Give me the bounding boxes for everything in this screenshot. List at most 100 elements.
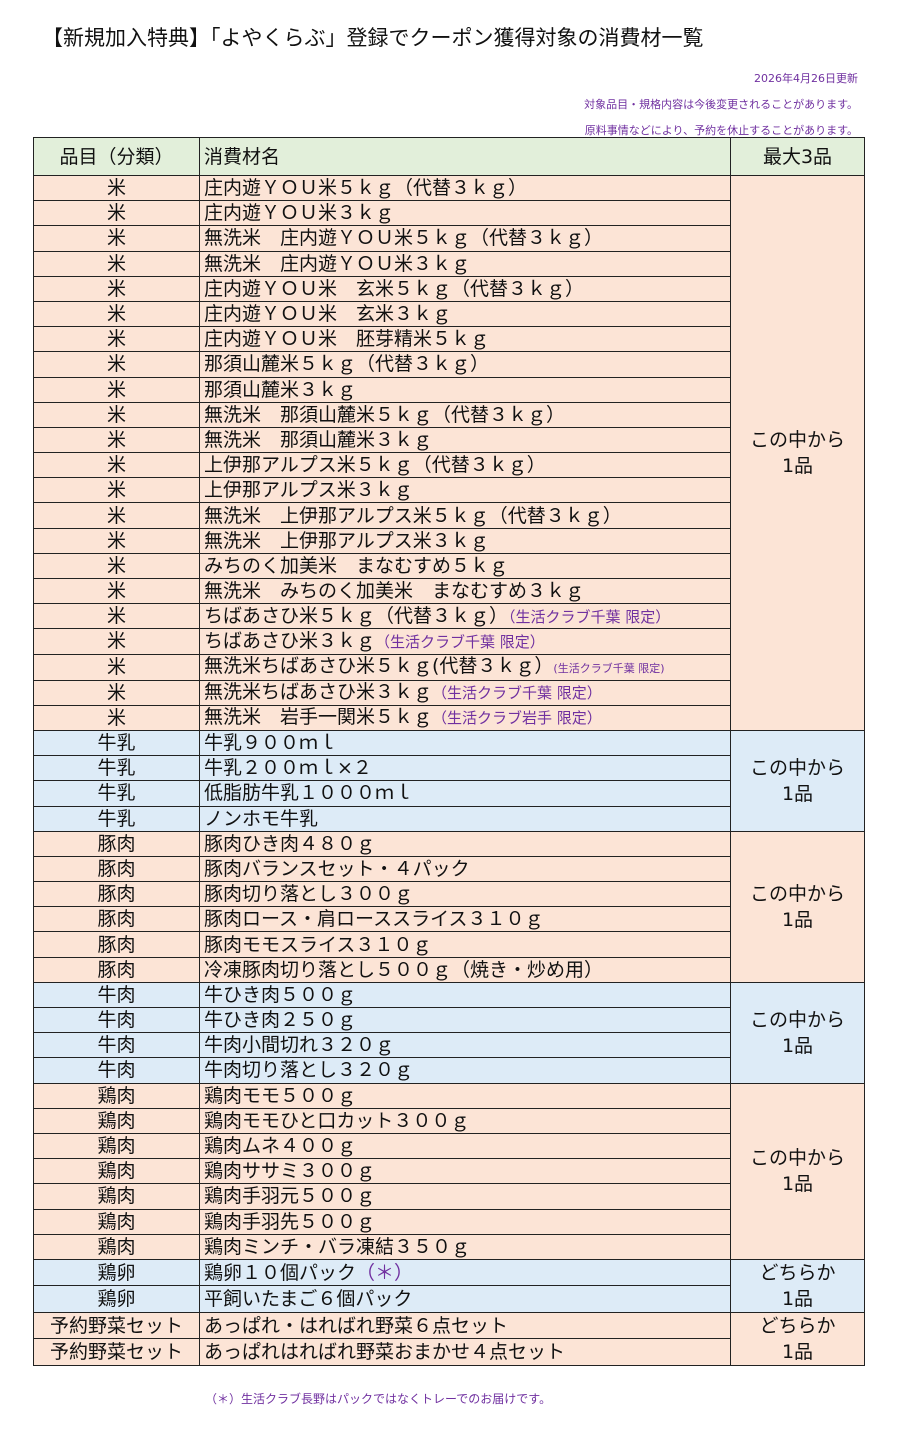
category-cell: 米: [33, 679, 200, 706]
item-name: 無洗米ちばあさひ米３ｋｇ: [204, 681, 433, 704]
category-cell: 米: [33, 426, 200, 454]
category-cell: 米: [33, 527, 200, 554]
table-row: 米庄内遊ＹＯＵ米３ｋｇ: [33, 200, 865, 227]
category-cell: 予約野菜セット: [33, 1311, 200, 1340]
item-name: 無洗米 那須山麓米３ｋｇ: [204, 428, 433, 451]
category-cell: 豚肉: [33, 830, 200, 857]
category-cell: 牛肉: [33, 981, 200, 1009]
item-name-cell: 鶏肉モモひと口カット３００ｇ: [199, 1107, 731, 1134]
item-name-cell: 鶏肉手羽元５００ｇ: [199, 1183, 731, 1210]
item-name: 無洗米 庄内遊ＹＯＵ米５ｋｇ（代替３ｋｇ）: [204, 227, 604, 250]
item-name: ノンホモ牛乳: [204, 807, 319, 830]
table-row: 牛乳 牛乳９００ｍｌ この中から 1品: [33, 729, 865, 832]
limit-cell: この中から 1品: [730, 981, 865, 1084]
updated-date: 2026年4月26日更新: [754, 72, 858, 85]
item-name-cell: 無洗米ちばあさひ米５ｋｇ(代替３ｋｇ）(生活クラブ千葉 限定): [199, 653, 731, 681]
item-name-cell: あっぱれ・はればれ野菜６点セット: [199, 1311, 731, 1340]
table-row: 鶏肉 鶏肉ムネ４００ｇ: [33, 1132, 865, 1160]
item-name-cell: 庄内遊ＹＯＵ米３ｋｇ: [199, 200, 731, 227]
item-name-cell: みちのく加美米 まなむすめ５ｋｇ: [199, 552, 731, 580]
category-cell: 米: [33, 628, 200, 655]
item-name-cell: 那須山麓米３ｋｇ: [199, 376, 731, 403]
item-name: 平飼いたまご６個パック: [204, 1288, 413, 1311]
table-row: 鶏肉 鶏肉手羽元５００ｇ: [33, 1183, 865, 1210]
table-row: 豚肉 豚肉切り落とし３００ｇ: [33, 881, 865, 908]
item-name-cell: ノンホモ牛乳: [199, 805, 731, 832]
item-name-cell: 牛乳９００ｍｌ: [199, 729, 731, 757]
category-cell: 米: [33, 300, 200, 328]
table-row: 鶏肉 鶏肉モモひと口カット３００ｇ: [33, 1107, 865, 1134]
category-cell: 豚肉: [33, 956, 200, 983]
category-cell: 米: [33, 477, 200, 504]
category-cell: 米: [33, 225, 200, 252]
item-name: 豚肉ロース・肩ローススライス３１０ｇ: [204, 908, 544, 931]
item-name: 庄内遊ＹＯＵ米５ｋｇ（代替３ｋｇ）: [204, 177, 528, 200]
item-name-cell: 無洗米 上伊那アルプス米３ｋｇ: [199, 527, 731, 554]
table-header: 品目（分類） 消費材名 最大3品: [33, 137, 865, 176]
item-name: 上伊那アルプス米５ｋｇ（代替３ｋｇ）: [204, 454, 546, 477]
table-row: 米無洗米 那須山麓米５ｋｇ（代替３ｋｇ）: [33, 401, 865, 428]
category-cell: 米: [33, 704, 200, 731]
table-row: 米庄内遊ＹＯＵ米 玄米３ｋｇ: [33, 300, 865, 328]
item-name-cell: 庄内遊ＹＯＵ米 玄米５ｋｇ（代替３ｋｇ）: [199, 275, 731, 302]
limit-cell: この中から 1品: [730, 830, 865, 983]
table-row: 牛肉 牛肉小間切れ３２０ｇ: [33, 1032, 865, 1059]
category-cell: 鶏肉: [33, 1082, 200, 1109]
header-item-name: 消費材名: [199, 137, 731, 176]
table-row: 米庄内遊ＹＯＵ米 玄米５ｋｇ（代替３ｋｇ）: [33, 275, 865, 302]
item-name: 豚肉ひき肉４８０ｇ: [204, 832, 376, 855]
table-row: 豚肉 豚肉ロース・肩ローススライス３１０ｇ: [33, 906, 865, 933]
table-row: 米みちのく加美米 まなむすめ５ｋｇ: [33, 552, 865, 580]
item-name: 牛ひき肉５００ｇ: [204, 983, 357, 1006]
table-row: 米無洗米 上伊那アルプス米３ｋｇ: [33, 527, 865, 554]
item-name-cell: 庄内遊ＹＯＵ米 胚芽精米５ｋｇ: [199, 326, 731, 353]
item-name: 庄内遊ＹＯＵ米３ｋｇ: [204, 202, 395, 225]
page-title: 【新規加入特典】「よやくらぶ」登録でクーポン獲得対象の消費材一覧: [42, 26, 704, 50]
table-row: 米無洗米 岩手一関米５ｋｇ（生活クラブ岩手 限定）: [33, 704, 865, 731]
item-name-cell: 無洗米 岩手一関米５ｋｇ（生活クラブ岩手 限定）: [199, 704, 731, 731]
note-line-1: 対象品目・規格内容は今後変更されることがあります。: [584, 98, 858, 111]
item-name: あっぱれ・はればれ野菜６点セット: [204, 1314, 509, 1337]
item-name-cell: 牛肉小間切れ３２０ｇ: [199, 1032, 731, 1059]
item-name-cell: 無洗米 那須山麓米５ｋｇ（代替３ｋｇ）: [199, 401, 731, 428]
item-name-cell: あっぱれはればれ野菜おまかせ４点セット: [199, 1338, 731, 1366]
item-name: 牛ひき肉２５０ｇ: [204, 1009, 357, 1032]
item-note: （生活クラブ千葉 限定）: [375, 632, 545, 651]
footnote: （＊）生活クラブ長野はパックではなくトレーでのお届けです。: [205, 1392, 552, 1406]
item-name-cell: 豚肉切り落とし３００ｇ: [199, 881, 731, 908]
category-cell: 牛肉: [33, 1032, 200, 1059]
category-cell: 米: [33, 200, 200, 227]
item-name-cell: 牛肉切り落とし３２０ｇ: [199, 1057, 731, 1084]
table-row: 米無洗米ちばあさひ米５ｋｇ(代替３ｋｇ）(生活クラブ千葉 限定): [33, 653, 865, 681]
item-name: 上伊那アルプス米３ｋｇ: [204, 479, 413, 502]
item-name-cell: 低脂肪牛乳１０００ｍｌ: [199, 780, 731, 807]
table-row: 豚肉 豚肉バランスセット・４パック: [33, 855, 865, 883]
item-name-cell: 無洗米ちばあさひ米３ｋｇ（生活クラブ千葉 限定）: [199, 679, 731, 706]
item-name: 庄内遊ＹＯＵ米 玄米５ｋｇ（代替３ｋｇ）: [204, 277, 585, 300]
category-cell: 豚肉: [33, 855, 200, 883]
item-name-cell: 牛ひき肉５００ｇ: [199, 981, 731, 1009]
item-name: 鶏肉手羽元５００ｇ: [204, 1185, 376, 1208]
item-name: 豚肉切り落とし３００ｇ: [204, 883, 414, 906]
category-cell: 米: [33, 552, 200, 580]
limit-cell: この中から 1品: [730, 1082, 865, 1260]
item-name: 鶏肉ミンチ・バラ凍結３５０ｇ: [204, 1235, 471, 1258]
category-cell: 牛乳: [33, 780, 200, 807]
item-name: 無洗米 庄内遊ＹＯＵ米３ｋｇ: [204, 252, 471, 275]
item-name: 豚肉バランスセット・４パック: [204, 857, 470, 880]
note-line-2: 原料事情などにより、予約を休止することがあります。: [584, 124, 858, 137]
table-row: 鶏肉 鶏肉ササミ３００ｇ: [33, 1158, 865, 1185]
item-name-cell: 豚肉モモスライス３１０ｇ: [199, 931, 731, 958]
category-cell: 鶏肉: [33, 1183, 200, 1210]
category-cell: 米: [33, 351, 200, 378]
item-name-cell: 牛乳２００ｍｌ×２: [199, 755, 731, 782]
item-name-cell: 豚肉バランスセット・４パック: [199, 855, 731, 883]
category-cell: 鶏卵: [33, 1258, 200, 1287]
category-cell: 米: [33, 174, 200, 202]
table-row: 米無洗米 那須山麓米３ｋｇ: [33, 426, 865, 454]
category-cell: 米: [33, 502, 200, 529]
category-cell: 豚肉: [33, 906, 200, 933]
table-row: 牛肉 牛ひき肉５００ｇ この中から 1品: [33, 981, 865, 1084]
notes: 2026年4月26日更新 対象品目・規格内容は今後変更されることがあります。 原…: [584, 66, 858, 144]
item-name: 牛乳９００ｍｌ: [204, 732, 338, 755]
